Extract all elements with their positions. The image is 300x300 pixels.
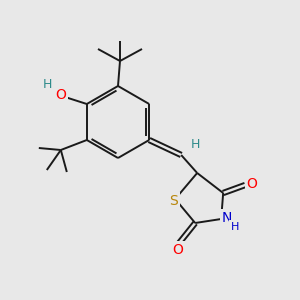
Text: O: O xyxy=(247,177,258,191)
Text: H: H xyxy=(190,139,200,152)
Text: H: H xyxy=(231,222,239,232)
Text: S: S xyxy=(169,194,178,208)
Text: O: O xyxy=(173,243,184,257)
Text: H: H xyxy=(43,77,52,91)
Text: N: N xyxy=(222,211,232,225)
Text: O: O xyxy=(56,88,66,102)
